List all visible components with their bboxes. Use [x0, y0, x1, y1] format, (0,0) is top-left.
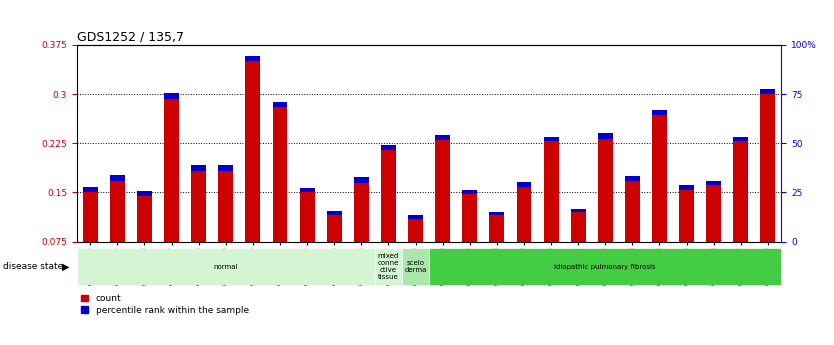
- Bar: [402, 248, 430, 285]
- Bar: [462, 194, 477, 241]
- Text: ▶: ▶: [62, 262, 69, 271]
- Bar: [354, 177, 369, 183]
- Legend: count, percentile rank within the sample: count, percentile rank within the sample: [81, 294, 249, 315]
- Text: normal: normal: [214, 264, 238, 269]
- Bar: [83, 193, 98, 242]
- Bar: [652, 110, 667, 115]
- Bar: [137, 191, 152, 196]
- Bar: [516, 182, 531, 187]
- Bar: [733, 141, 748, 242]
- Bar: [625, 181, 640, 241]
- Bar: [191, 171, 206, 242]
- Bar: [375, 248, 402, 285]
- Bar: [354, 183, 369, 241]
- Bar: [164, 93, 179, 99]
- Bar: [490, 215, 505, 242]
- Bar: [490, 212, 505, 215]
- Bar: [733, 137, 748, 141]
- Bar: [706, 185, 721, 242]
- Bar: [381, 150, 396, 241]
- Bar: [219, 171, 234, 242]
- Bar: [706, 180, 721, 185]
- Text: disease state: disease state: [3, 262, 63, 271]
- Bar: [570, 212, 585, 241]
- Bar: [598, 139, 613, 241]
- Bar: [430, 248, 781, 285]
- Bar: [570, 209, 585, 212]
- Bar: [219, 166, 234, 171]
- Bar: [191, 166, 206, 171]
- Bar: [679, 190, 694, 242]
- Bar: [408, 219, 423, 241]
- Bar: [516, 187, 531, 241]
- Bar: [137, 196, 152, 242]
- Bar: [77, 248, 375, 285]
- Bar: [761, 89, 776, 94]
- Bar: [110, 180, 125, 241]
- Bar: [408, 215, 423, 219]
- Bar: [299, 193, 314, 242]
- Bar: [273, 107, 288, 242]
- Bar: [544, 137, 559, 141]
- Bar: [652, 115, 667, 242]
- Bar: [381, 145, 396, 150]
- Bar: [462, 190, 477, 194]
- Bar: [245, 56, 260, 61]
- Bar: [435, 135, 450, 140]
- Bar: [110, 175, 125, 180]
- Bar: [679, 185, 694, 190]
- Bar: [164, 99, 179, 241]
- Bar: [625, 176, 640, 181]
- Bar: [544, 141, 559, 242]
- Text: idiopathic pulmonary fibrosis: idiopathic pulmonary fibrosis: [555, 264, 656, 269]
- Bar: [327, 211, 342, 215]
- Bar: [273, 102, 288, 107]
- Bar: [761, 94, 776, 241]
- Bar: [299, 188, 314, 192]
- Bar: [83, 187, 98, 192]
- Bar: [245, 61, 260, 242]
- Text: mixed
conne
ctive
tissue: mixed conne ctive tissue: [378, 253, 399, 280]
- Text: GDS1252 / 135,7: GDS1252 / 135,7: [77, 31, 183, 44]
- Bar: [327, 215, 342, 242]
- Bar: [598, 133, 613, 139]
- Bar: [435, 140, 450, 242]
- Text: scelo
derma: scelo derma: [404, 260, 427, 273]
